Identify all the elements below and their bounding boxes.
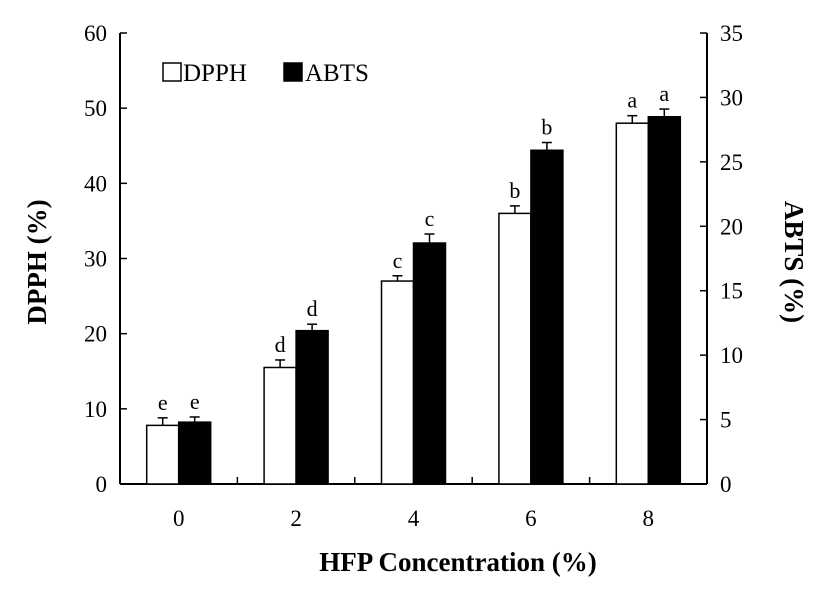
right-tick-label: 10 bbox=[720, 343, 743, 368]
right-tick-label: 5 bbox=[720, 408, 732, 433]
legend: DPPH ABTS bbox=[162, 60, 369, 87]
bars-group: e d c b a e d c b a bbox=[145, 81, 682, 485]
left-tick-label: 20 bbox=[84, 322, 107, 347]
left-tick-label: 30 bbox=[84, 247, 107, 272]
significance-label-abts: e bbox=[190, 389, 200, 414]
bar-dpph bbox=[498, 212, 532, 485]
significance-label-abts: a bbox=[659, 81, 669, 106]
right-axis-title: ABTS (%) bbox=[779, 201, 809, 323]
legend-label-dpph: DPPH bbox=[183, 60, 247, 87]
x-tick-label: 8 bbox=[643, 506, 655, 531]
legend-swatch-dpph bbox=[162, 62, 182, 82]
left-axis-ticks: 0 10 20 30 40 50 60 bbox=[84, 21, 127, 497]
left-tick-label: 50 bbox=[84, 96, 107, 121]
x-tick-label: 2 bbox=[290, 506, 302, 531]
bar-abts bbox=[412, 242, 447, 485]
significance-label-dpph: c bbox=[393, 248, 403, 273]
legend-label-abts: ABTS bbox=[305, 60, 369, 87]
x-tick-label: 0 bbox=[173, 506, 185, 531]
left-axis-title: DPPH (%) bbox=[22, 199, 52, 324]
significance-label-dpph: a bbox=[627, 88, 637, 113]
significance-label-abts: b bbox=[541, 115, 552, 140]
right-tick-label: 25 bbox=[720, 150, 743, 175]
left-tick-label: 40 bbox=[84, 171, 107, 196]
significance-label-dpph: e bbox=[158, 390, 168, 415]
legend-swatch-abts bbox=[283, 62, 303, 82]
left-tick-label: 10 bbox=[84, 397, 107, 422]
left-tick-label: 0 bbox=[96, 472, 108, 497]
x-axis-title: HFP Concentration (%) bbox=[319, 547, 596, 577]
bar-abts bbox=[295, 329, 329, 485]
x-axis-ticks: 0 2 4 6 8 bbox=[173, 477, 654, 531]
bar-abts bbox=[647, 116, 682, 485]
x-tick-label: 6 bbox=[525, 506, 537, 531]
bar-dpph bbox=[263, 366, 297, 485]
bar-abts bbox=[177, 421, 212, 485]
significance-label-abts: c bbox=[425, 206, 435, 231]
x-tick-label: 4 bbox=[408, 506, 420, 531]
bar-dpph bbox=[380, 280, 415, 485]
right-tick-label: 35 bbox=[720, 21, 743, 46]
left-tick-label: 60 bbox=[84, 21, 107, 46]
significance-label-dpph: d bbox=[275, 332, 286, 357]
significance-label-dpph: b bbox=[509, 178, 520, 203]
right-tick-label: 30 bbox=[720, 85, 743, 110]
right-tick-label: 0 bbox=[720, 472, 732, 497]
significance-label-abts: d bbox=[307, 296, 318, 321]
bar-dpph bbox=[145, 424, 180, 485]
bar-abts bbox=[530, 149, 564, 485]
bar-dpph bbox=[615, 122, 650, 485]
right-axis-ticks: 0 5 10 15 20 25 30 35 bbox=[700, 21, 743, 497]
right-tick-label: 15 bbox=[720, 279, 743, 304]
right-tick-label: 20 bbox=[720, 214, 743, 239]
